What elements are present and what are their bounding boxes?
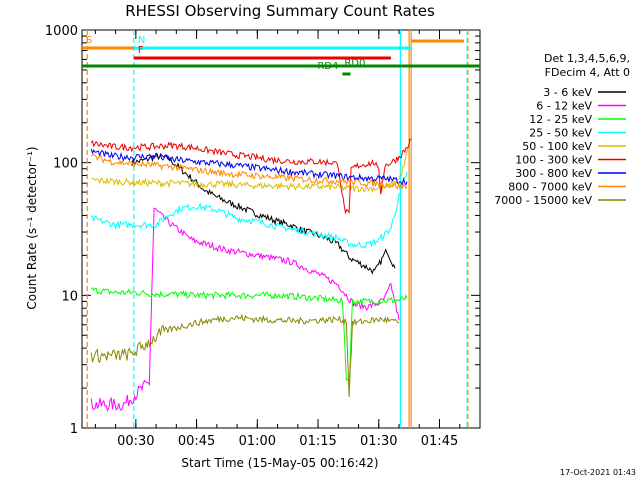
series-line	[90, 148, 408, 186]
flag-label: RD0	[344, 58, 365, 69]
series-line	[90, 207, 400, 412]
series-line	[91, 153, 408, 190]
x-tick-label: 01:45	[421, 434, 458, 449]
legend-label: 7000 - 15000 keV	[494, 194, 592, 207]
series-line	[90, 171, 408, 249]
flag-label: F	[138, 45, 144, 56]
legend-label: 50 - 100 keV	[522, 140, 592, 153]
legend-header-line: FDecim 4, Att 0	[545, 66, 630, 79]
legend-label: 800 - 7000 keV	[508, 181, 592, 194]
legend-label: 6 - 12 keV	[536, 100, 592, 113]
legend-label: 100 - 300 keV	[515, 154, 592, 167]
y-axis-label: Count Rate (s⁻¹ detector⁻¹)	[25, 146, 39, 309]
flag-label: N	[138, 35, 145, 46]
plot-area: 1 10 100 1000 00:30 00:45 01:00 01:15 01:30 01:45…	[45, 24, 481, 449]
plot-frame	[81, 29, 481, 429]
x-axis-label: Start Time (15-May-05 00:16:42)	[181, 456, 378, 470]
y-tick-label: 1	[70, 422, 78, 437]
flag-label: S	[86, 35, 92, 46]
x-tick-label: 01:00	[239, 434, 276, 449]
legend-header-line: Det 1,3,4,5,6,9,	[544, 52, 630, 65]
footer-timestamp: 17-Oct-2021 01:43	[560, 468, 636, 477]
x-tick-label: 01:30	[360, 434, 397, 449]
y-tick-label: 1000	[45, 24, 78, 39]
series-line	[90, 313, 400, 397]
legend-label: 3 - 6 keV	[543, 86, 592, 99]
flag-label: RD4	[317, 61, 338, 72]
legend-label: 300 - 800 keV	[515, 167, 592, 180]
x-tick-label: 00:30	[117, 434, 154, 449]
y-tick-label: 100	[53, 157, 78, 172]
legend-label: 25 - 50 keV	[529, 127, 592, 140]
legend-label: 12 - 25 keV	[529, 113, 592, 126]
x-tick-label: 01:15	[299, 434, 336, 449]
y-tick-label: 10	[61, 289, 78, 304]
chart-title: RHESSI Observing Summary Count Rates	[125, 2, 435, 20]
series-line	[90, 138, 412, 215]
series-line	[91, 143, 410, 194]
x-tick-label: 00:45	[178, 434, 215, 449]
series-line	[90, 287, 408, 383]
